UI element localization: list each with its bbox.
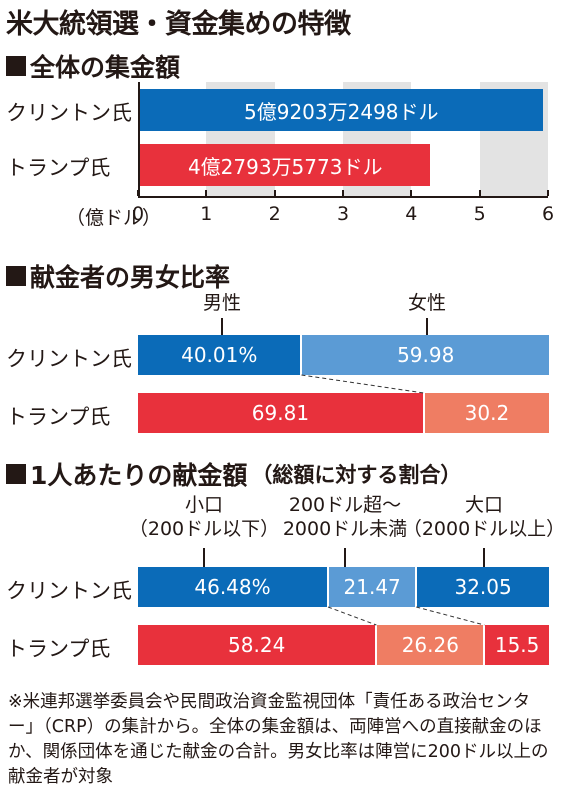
segment-bar: 40.01% — [138, 335, 301, 375]
segment-value-label: 26.26 — [401, 633, 459, 657]
boundary-dashed-line — [416, 606, 485, 626]
x-tick-label: 4 — [405, 203, 418, 225]
segment-bar: 46.48% — [138, 567, 328, 607]
square-bullet-icon — [6, 56, 26, 76]
segment-value-label: 21.47 — [343, 575, 401, 599]
row-label: トランプ氏 — [6, 156, 111, 180]
boundary-dashed-line — [301, 374, 424, 394]
segment-value-label: 32.05 — [454, 575, 512, 599]
segment-header-tick — [426, 318, 428, 335]
x-tick-label: 1 — [200, 203, 213, 225]
segment-bar: 32.05 — [417, 567, 549, 607]
section-gender-heading: 献金者の男女比率 — [6, 258, 230, 294]
x-tick-mark — [478, 190, 481, 196]
section-donation-size-title: 1人あたりの献金額 — [30, 461, 248, 490]
segment-value-label: 59.98 — [397, 343, 455, 367]
section-total-title: 全体の集金額 — [30, 53, 181, 82]
segment-value-label: 69.81 — [251, 401, 310, 425]
segment-value-label: 15.5 — [494, 633, 540, 657]
section-gender-title: 献金者の男女比率 — [30, 263, 231, 292]
segment-header-line: （200ドル以下） — [128, 518, 280, 540]
segment-header-line: 女性 — [407, 292, 447, 314]
square-bullet-icon — [6, 266, 26, 286]
segment-header-line: （2000ドル以上） — [402, 518, 561, 540]
square-bullet-icon — [6, 464, 26, 484]
source-note: ※米連邦選挙委員会や民間政治資金監視団体「責任ある政治センター」（CRP）の集計… — [8, 692, 549, 787]
segment-bar: 59.98 — [302, 335, 549, 375]
row-label: トランプ氏 — [6, 405, 111, 429]
total-bar: 4億2793万5773ドル — [140, 144, 431, 186]
total-bar: 5億9203万2498ドル — [140, 89, 543, 131]
segment-header-line: 大口 — [464, 494, 504, 516]
segment-header: 女性 — [408, 291, 446, 315]
boundary-dashed-line — [327, 606, 377, 626]
x-tick-label: 5 — [473, 203, 486, 225]
segment-header: 200ドル超～ 2000ドル未満 — [283, 493, 407, 541]
bar-value-label: 4億2793万5773ドル — [187, 154, 383, 179]
x-tick-mark — [137, 190, 139, 196]
x-tick-mark — [273, 190, 276, 196]
x-tick-label: 2 — [268, 203, 281, 225]
x-tick-label: 3 — [336, 203, 350, 225]
segment-bar: 30.2 — [424, 393, 549, 433]
segment-header-tick — [344, 548, 346, 567]
x-tick-mark — [547, 190, 549, 196]
segment-header-tick — [221, 318, 223, 335]
x-tick-mark — [410, 190, 413, 196]
segment-bar: 15.5 — [485, 625, 549, 665]
row-label: クリントン氏 — [6, 579, 132, 603]
segment-value-label: 30.2 — [464, 401, 510, 425]
row-label: クリントン氏 — [6, 101, 132, 125]
segment-header: 大口 （2000ドル以上） — [403, 493, 561, 541]
segment-header: 小口 （200ドル以下） — [129, 493, 279, 541]
segment-bar: 69.81 — [138, 393, 423, 433]
section-donation-size-heading: 1人あたりの献金額 （総額に対する割合） — [6, 456, 461, 492]
row-label: トランプ氏 — [6, 637, 111, 661]
segment-header-line: 男性 — [202, 292, 242, 314]
row-label: クリントン氏 — [6, 347, 132, 371]
segment-header-line: 2000ドル未満 — [282, 518, 408, 540]
segment-bar: 58.24 — [138, 625, 376, 665]
segment-header-tick — [203, 548, 205, 567]
x-axis-line — [138, 196, 548, 198]
x-tick-mark — [342, 190, 344, 196]
x-axis-unit: （億ドル） — [66, 207, 162, 229]
segment-header-tick — [483, 548, 485, 567]
segment-bar: 21.47 — [329, 567, 416, 607]
x-tick-label: 6 — [541, 203, 555, 225]
x-tick-mark — [205, 190, 208, 196]
segment-value-label: 58.24 — [228, 633, 286, 657]
segment-bar: 26.26 — [377, 625, 484, 665]
segment-value-label: 46.48% — [194, 575, 271, 599]
infographic-title: 米大統領選・資金集めの特徴 — [6, 9, 351, 40]
x-tick-label: 0 — [131, 203, 145, 225]
section-donation-size-subtitle: （総額に対する割合） — [251, 463, 462, 487]
segment-header: 男性 — [203, 291, 241, 315]
section-total-heading: 全体の集金額 — [6, 48, 180, 84]
y-axis-line — [138, 82, 140, 196]
segment-header-line: 200ドル超～ — [288, 494, 402, 516]
bar-value-label: 5億9203万2498ドル — [244, 99, 439, 124]
segment-value-label: 40.01% — [181, 343, 258, 367]
segment-header-line: 小口 — [184, 494, 224, 516]
